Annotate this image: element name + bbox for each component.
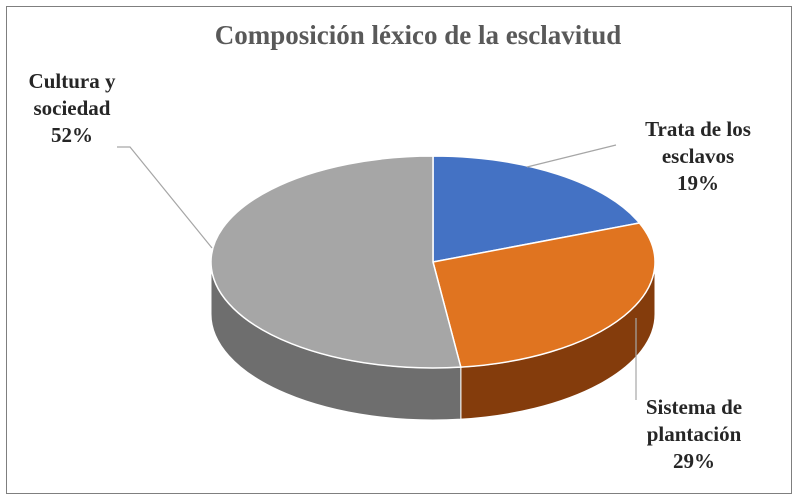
pie-slice-sistema-de-plantación bbox=[432, 222, 656, 368]
data-label-trata-de-los-esclavos: Trata de los esclavos 19% bbox=[645, 117, 751, 195]
leader-line bbox=[526, 144, 617, 168]
pie-slice-cultura-y-sociedad bbox=[210, 155, 462, 369]
data-label-sistema-de-plantación: Sistema de plantación 29% bbox=[646, 395, 742, 473]
data-label-cultura-y-sociedad: Cultura y sociedad 52% bbox=[29, 69, 116, 147]
leader-line bbox=[117, 146, 213, 249]
pie-group bbox=[210, 155, 656, 421]
chart-title: Composición léxico de la esclavitud bbox=[215, 20, 622, 50]
pie-slice-trata-de-los-esclavos bbox=[432, 155, 641, 263]
data-labels: Trata de los esclavos 19% Sistema de plantac… bbox=[29, 69, 751, 473]
